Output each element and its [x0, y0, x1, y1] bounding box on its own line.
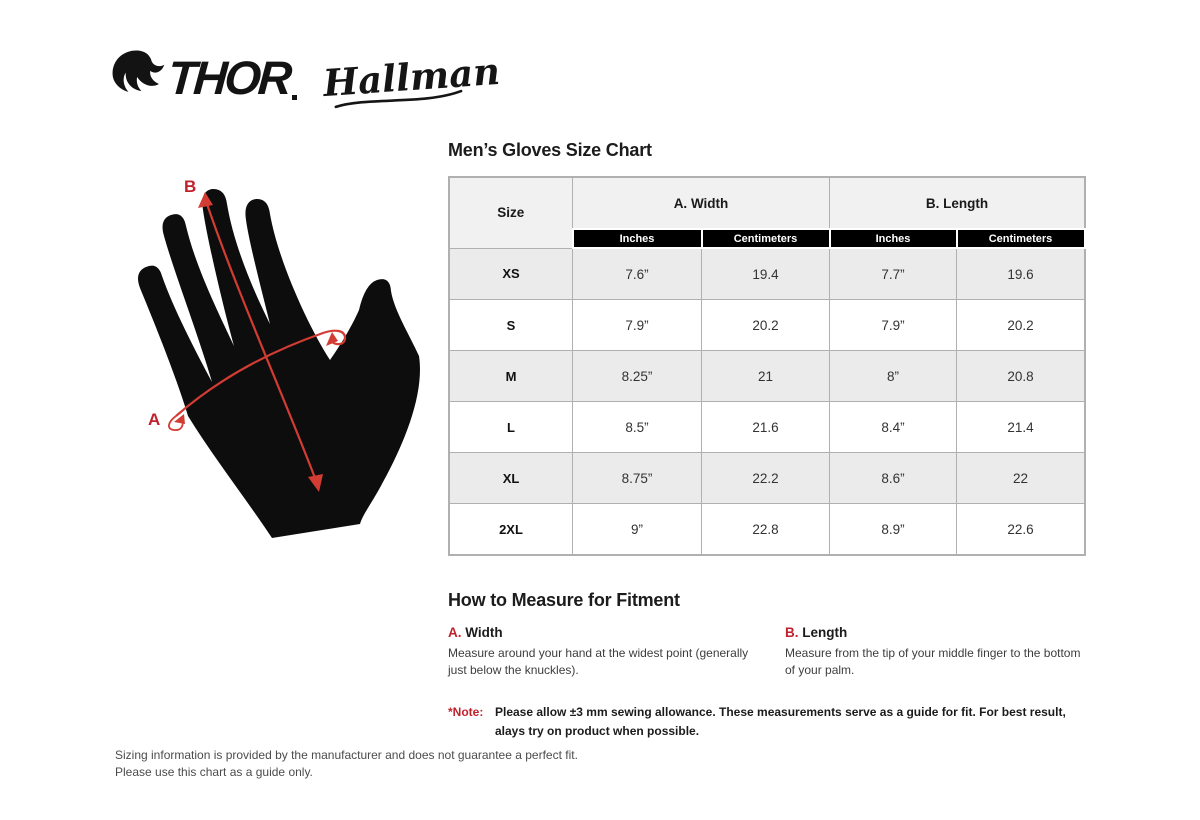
- measure-width-label: Width: [465, 625, 503, 640]
- cell-length-cm: 20.2: [956, 299, 1085, 351]
- cell-width-inches: 9”: [572, 503, 702, 555]
- disclaimer-line-1: Sizing information is provided by the ma…: [115, 748, 578, 762]
- cell-length-cm: 22: [956, 452, 1085, 504]
- howto-title: How to Measure for Fitment: [448, 590, 680, 610]
- table-row: 2XL 9” 22.8 8.9” 22.6: [449, 503, 1085, 555]
- brand-logos: THOR Hallman: [110, 46, 502, 108]
- subheader-length-inches: Inches: [828, 228, 958, 249]
- cell-size: XS: [449, 247, 573, 300]
- size-chart-section: Men’s Gloves Size Chart Size A. Width B.…: [448, 140, 1086, 740]
- note-label: *Note:: [448, 705, 484, 720]
- measure-length-block: B. Length Measure from the tip of your m…: [785, 625, 1085, 679]
- disclaimer-line-2: Please use this chart as a guide only.: [115, 764, 313, 779]
- measure-instructions: A. Width Measure around your hand at the…: [448, 625, 1086, 679]
- cell-length-cm: 20.8: [956, 350, 1085, 402]
- col-header-length: B. Length: [829, 177, 1085, 230]
- table-row: XL 8.75” 22.2 8.6” 22: [449, 452, 1085, 504]
- cell-width-cm: 22.8: [701, 503, 830, 555]
- thor-ram-head-icon: [110, 46, 166, 108]
- measure-width-letter: A.: [448, 625, 462, 640]
- cell-length-inches: 7.7”: [829, 247, 957, 300]
- sizing-note: *Note: Please allow ±3 mm sewing allowan…: [448, 703, 1086, 740]
- hallman-logo: Hallman: [322, 48, 502, 108]
- page-title: Men’s Gloves Size Chart: [448, 140, 652, 160]
- measure-length-heading: B. Length: [785, 625, 1085, 640]
- subheader-length-centimeters: Centimeters: [955, 228, 1086, 249]
- cell-width-inches: 7.6”: [572, 247, 702, 300]
- subheader-width-inches: Inches: [571, 228, 703, 249]
- cell-length-inches: 8.9”: [829, 503, 957, 555]
- table-row: XS 7.6” 19.4 7.7” 19.6: [449, 247, 1085, 300]
- diagram-label-a: A: [148, 410, 160, 429]
- cell-size: 2XL: [449, 503, 573, 555]
- cell-length-inches: 8”: [829, 350, 957, 402]
- footer-disclaimer: Sizing information is provided by the ma…: [115, 747, 578, 781]
- thor-wordmark: THOR: [166, 50, 292, 104]
- width-arrow-a: [168, 329, 347, 431]
- size-chart-table: Size A. Width B. Length Inches Centimete…: [449, 177, 1086, 555]
- cell-width-cm: 19.4: [701, 247, 830, 300]
- measure-width-block: A. Width Measure around your hand at the…: [448, 625, 768, 679]
- thor-trademark-dot: [292, 95, 298, 100]
- size-chart-table-wrap: Size A. Width B. Length Inches Centimete…: [448, 176, 1086, 556]
- measure-length-label: Length: [802, 625, 848, 640]
- cell-width-inches: 7.9”: [572, 299, 702, 351]
- table-row: L 8.5” 21.6 8.4” 21.4: [449, 401, 1085, 453]
- thor-logo: THOR: [110, 46, 298, 108]
- diagram-label-b: B: [184, 177, 196, 196]
- cell-width-inches: 8.25”: [572, 350, 702, 402]
- measure-width-text: Measure around your hand at the widest p…: [448, 646, 749, 678]
- table-row: M 8.25” 21 8” 20.8: [449, 350, 1085, 402]
- cell-size: S: [449, 299, 573, 351]
- measure-length-text: Measure from the tip of your middle fing…: [785, 646, 1081, 678]
- cell-width-cm: 21.6: [701, 401, 830, 453]
- note-text: Please allow ±3 mm sewing allowance. The…: [495, 705, 1066, 738]
- cell-length-inches: 8.6”: [829, 452, 957, 504]
- cell-width-inches: 8.5”: [572, 401, 702, 453]
- col-header-size: Size: [449, 177, 573, 249]
- cell-size: L: [449, 401, 573, 453]
- length-arrow-b: [198, 192, 323, 492]
- cell-size: M: [449, 350, 573, 402]
- cell-width-cm: 21: [701, 350, 830, 402]
- cell-width-cm: 20.2: [701, 299, 830, 351]
- cell-length-inches: 7.9”: [829, 299, 957, 351]
- hallman-swash: [334, 89, 463, 108]
- cell-length-cm: 19.6: [956, 247, 1085, 300]
- cell-width-cm: 22.2: [701, 452, 830, 504]
- cell-length-cm: 21.4: [956, 401, 1085, 453]
- cell-size: XL: [449, 452, 573, 504]
- subheader-width-centimeters: Centimeters: [700, 228, 831, 249]
- cell-length-cm: 22.6: [956, 503, 1085, 555]
- cell-length-inches: 8.4”: [829, 401, 957, 453]
- cell-width-inches: 8.75”: [572, 452, 702, 504]
- col-header-width: A. Width: [572, 177, 830, 230]
- table-row: S 7.9” 20.2 7.9” 20.2: [449, 299, 1085, 351]
- measure-length-letter: B.: [785, 625, 799, 640]
- glove-measurement-diagram: B A: [122, 162, 447, 567]
- measure-width-heading: A. Width: [448, 625, 768, 640]
- glove-silhouette: [138, 188, 420, 539]
